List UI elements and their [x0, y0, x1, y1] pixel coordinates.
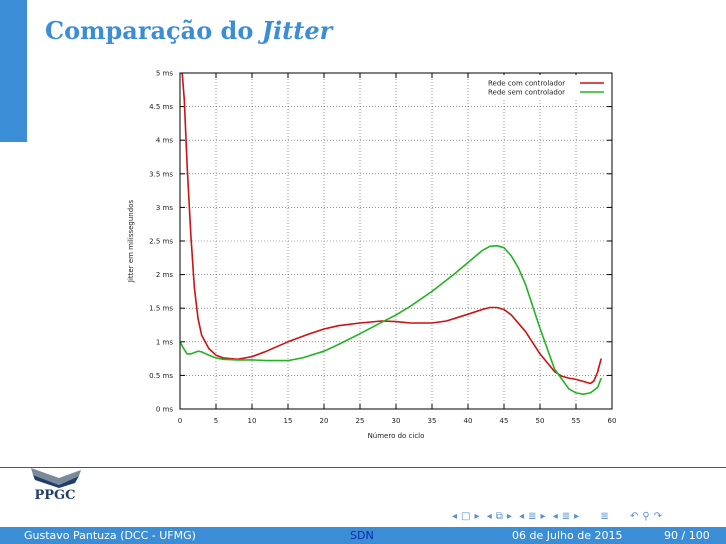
series-line-sem-controlador [179, 244, 602, 396]
ppgc-logo-mark: PPGC [31, 468, 81, 503]
x-tick-label: 40 [464, 417, 473, 425]
next-toc-icon[interactable]: ▸ [574, 511, 580, 522]
next-section-icon[interactable]: ▸ [540, 511, 546, 522]
search-icon[interactable]: ⚲ [642, 511, 650, 522]
subsection-icon[interactable]: ⧉ [495, 511, 503, 522]
legend-label: Rede sem controlador [488, 89, 565, 97]
forward-icon[interactable]: ↷ [653, 511, 663, 522]
y-tick-label: 3 ms [156, 204, 173, 212]
y-tick-label: 4.5 ms [149, 103, 173, 111]
toc-icon[interactable]: ≣ [600, 511, 609, 522]
footer-short-title: SDN [350, 529, 374, 542]
series-line-com-controlador [181, 72, 602, 385]
y-tick-label: 2 ms [156, 271, 173, 279]
back-icon[interactable]: ↶ [629, 511, 639, 522]
x-tick-label: 45 [500, 417, 509, 425]
y-tick-label: 3.5 ms [149, 170, 173, 178]
x-axis-label: Número do ciclo [368, 432, 425, 440]
footer-divider [0, 467, 726, 468]
section-icon[interactable]: ≣ [528, 511, 537, 522]
x-tick-label: 10 [248, 417, 257, 425]
x-tick-label: 20 [320, 417, 329, 425]
footer-page-number: 90 / 100 [664, 529, 710, 542]
y-axis-label: Jitter em milissegundos [127, 200, 135, 284]
y-tick-label: 5 ms [156, 70, 173, 78]
x-tick-label: 5 [214, 417, 218, 425]
next-frame-icon[interactable]: ▸ [474, 511, 480, 522]
x-tick-label: 30 [392, 417, 401, 425]
x-tick-label: 25 [356, 417, 365, 425]
accent-bar [0, 0, 27, 142]
legend-label: Rede com controlador [488, 80, 565, 88]
x-tick-label: 50 [536, 417, 545, 425]
x-tick-label: 35 [428, 417, 437, 425]
y-tick-label: 4 ms [156, 137, 173, 145]
prev-frame-icon[interactable]: ◂ [452, 511, 458, 522]
slide-title-main: Comparação do [45, 16, 262, 45]
next-subsection-icon[interactable]: ▸ [506, 511, 512, 522]
x-tick-label: 15 [284, 417, 293, 425]
x-tick-label: 0 [178, 417, 182, 425]
footer-author: Gustavo Pantuza (DCC - UFMG) [24, 529, 196, 542]
beamer-navigation: ◂ □ ▸ ◂ ⧉ ▸ ◂ ≣ ▸ ◂ ≣ ▸ ≣ ↶ ⚲ ↷ [452, 511, 666, 525]
footer-date: 06 de Julho de 2015 [512, 529, 623, 542]
y-tick-label: 1 ms [156, 338, 173, 346]
y-tick-label: 0 ms [156, 406, 173, 414]
ppgc-logo-text: PPGC [35, 488, 76, 503]
prev-subsection-icon[interactable]: ◂ [486, 511, 492, 522]
plot-frame [179, 72, 613, 410]
y-tick-label: 0.5 ms [149, 372, 173, 380]
slide-title-emphasis: Jitter [261, 16, 333, 45]
legend-box [486, 75, 612, 99]
x-tick-label: 55 [572, 417, 581, 425]
prev-section-icon[interactable]: ◂ [519, 511, 525, 522]
slide-title: Comparação do Jitter [45, 16, 332, 45]
x-tick-label: 60 [608, 417, 617, 425]
jitter-chart: 0 5 10 15 20 25 30 35 40 45 50 55 60 0 ms 0.5 ms 1 ms 1.… [127, 70, 617, 441]
frame-icon[interactable]: □ [461, 511, 471, 522]
y-tick-label: 2.5 ms [149, 238, 173, 246]
toc-section-icon[interactable]: ≣ [561, 511, 571, 522]
ppgc-logo: PPGC [25, 466, 85, 504]
footer-bar: Gustavo Pantuza (DCC - UFMG) SDN 06 de J… [0, 527, 726, 544]
prev-toc-icon[interactable]: ◂ [552, 511, 558, 522]
y-tick-label: 1.5 ms [149, 305, 173, 313]
